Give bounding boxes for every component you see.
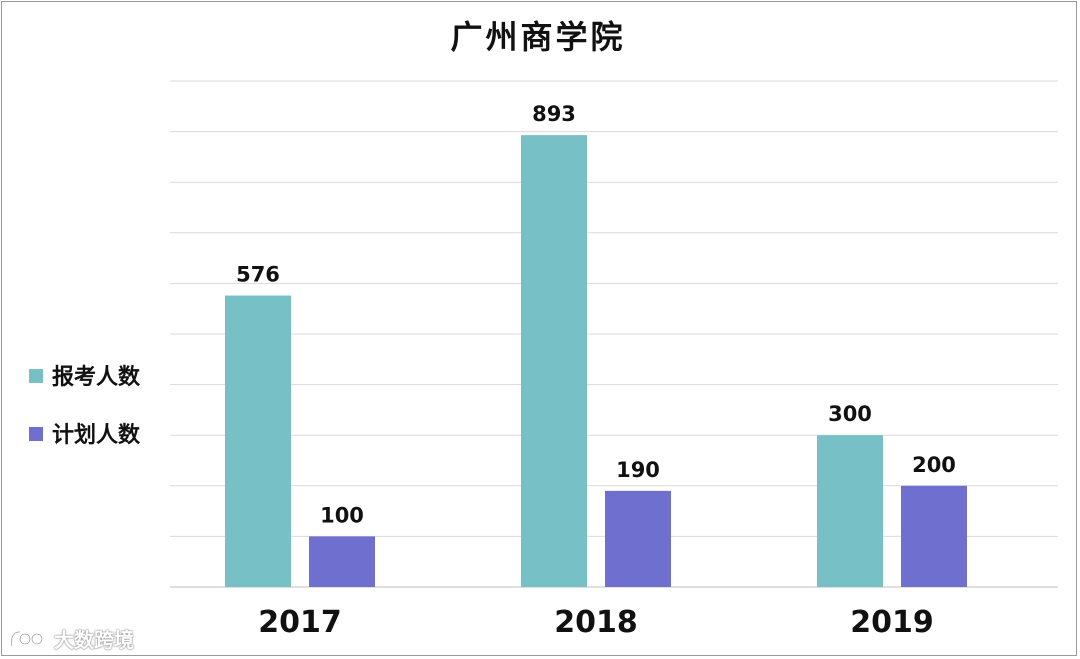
legend-label-1: 计划人数: [52, 422, 141, 448]
bar-2018-series-1: [605, 490, 671, 587]
data-label-2018-series-1: 190: [616, 458, 660, 482]
bar-2017-series-1: [309, 536, 375, 587]
legend-swatch-0: [29, 369, 43, 383]
bar-2019-series-0: [817, 435, 883, 587]
watermark-text: 大数跨境: [54, 628, 134, 652]
bars: [225, 135, 967, 587]
watermark-logo-icon: [10, 630, 44, 646]
x-tick-2019: 2019: [850, 605, 934, 640]
bar-2018-series-0: [521, 135, 587, 587]
data-label-2017-series-0: 576: [236, 263, 280, 287]
data-label-2019-series-1: 200: [912, 453, 956, 477]
bar-2019-series-1: [901, 485, 967, 587]
legend-swatch-1: [29, 427, 43, 441]
bar-2017-series-0: [225, 295, 291, 587]
x-tick-labels: 2017 2018 2019: [258, 605, 934, 640]
chart-title: 广州商学院: [450, 18, 625, 56]
x-tick-2017: 2017: [258, 605, 342, 640]
watermark: 大数跨境: [8, 624, 134, 653]
x-tick-2018: 2018: [554, 605, 638, 640]
data-labels: 576 100 893 190 300 200: [236, 102, 956, 527]
data-label-2018-series-0: 893: [532, 102, 576, 126]
data-label-2017-series-1: 100: [320, 503, 364, 527]
data-label-2019-series-0: 300: [828, 402, 872, 426]
legend-label-0: 报考人数: [52, 364, 141, 390]
